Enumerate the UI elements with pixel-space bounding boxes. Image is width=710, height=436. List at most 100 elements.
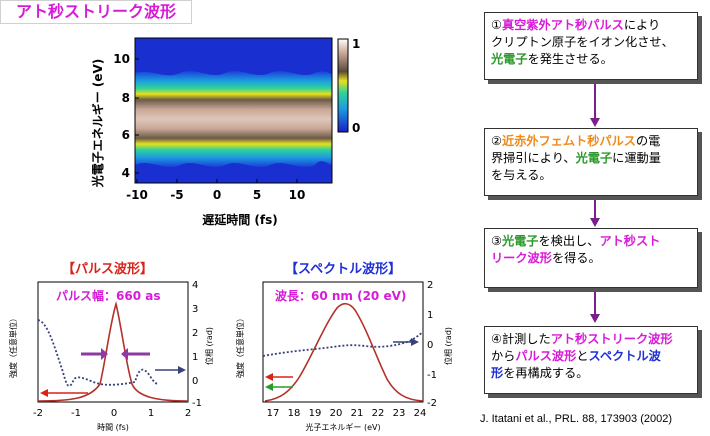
x-tick-label: 22 (372, 408, 385, 419)
y-right-tick: 1 (427, 310, 433, 321)
x-tick-label: 20 (330, 408, 343, 419)
x-tick-label: 23 (393, 408, 406, 419)
pulse-width-annotation: パルス幅：660 as (56, 288, 160, 303)
citation: J. Itatani et al., PRL. 88, 173903 (2002… (480, 413, 673, 425)
y-right-tick: 0 (427, 340, 433, 351)
y-right-tick: 1 (192, 352, 198, 363)
flow-arrow-2-head (590, 218, 600, 227)
pulse-intensity-curve (37, 300, 189, 402)
x-tick-label: 19 (309, 408, 322, 419)
x-tick-label: 21 (351, 408, 364, 419)
spectrum-waveform-chart: 波長：60 nm (20 eV) 17 18 19 20 21 22 23 24… (235, 280, 453, 432)
step-2-highlight: 近赤外フェムト秒パルス (501, 134, 636, 148)
pulse-plot-frame (37, 281, 189, 403)
x-tick-label: -2 (33, 408, 43, 419)
step-1-text: クリプトン原子をイオン化させ、 (491, 35, 674, 49)
colorbar-min-label: 0 (352, 121, 360, 135)
y-tick-label: 6 (122, 128, 130, 142)
step-1-highlight: 光電子 (491, 52, 528, 66)
spectrum-xlabel: 光子エネルギー (eV) (305, 422, 380, 432)
step-4-highlight: パルス波形 (515, 349, 577, 363)
step-4-text: から (491, 349, 516, 363)
step-1-highlight: 真空紫外アト秒パルス (501, 18, 624, 32)
step-2-number: ② (491, 134, 502, 148)
step-1-box: ①真空紫外アト秒パルスにより クリプトン原子をイオン化させ、 光電子を発生させる… (484, 12, 698, 80)
y-right-tick: 3 (192, 304, 198, 315)
step-4-text: と (576, 349, 589, 363)
colorbar (337, 38, 349, 133)
x-tick-label: 10 (289, 188, 306, 202)
streak-spectrogram: 10 8 6 4 -10 -5 0 5 10 遅延時間 (fs) 光電子エネルギ… (90, 37, 360, 227)
measured-arrowhead (265, 383, 273, 391)
x-tick-label: -10 (126, 188, 148, 202)
x-tick-label: 24 (414, 408, 427, 419)
step-3-number: ③ (491, 234, 502, 248)
pulse-panel-title: 【パルス波形】 (62, 262, 154, 277)
step-3-text: を得る。 (551, 251, 601, 265)
spectrum-panel-title: 【スペクトル波形】 (285, 262, 402, 277)
spectrogram-ylabel: 光電子エネルギー (eV) (90, 59, 105, 189)
y-tick-label: 4 (122, 166, 130, 180)
pulse-xlabel: 時間 (fs) (97, 423, 129, 432)
pulse-ylabel-left: 強度（任意単位） (8, 314, 18, 378)
step-4-highlight: アト秒ストリーク波形 (550, 332, 673, 346)
step-1-number: ① (491, 18, 502, 32)
phase-arrowhead (411, 338, 419, 346)
streak-band (135, 70, 332, 168)
x-tick-label: 0 (111, 408, 117, 419)
pulse-waveform-chart: パルス幅：660 as -2 -1 0 1 2 時間 (fs) 4 3 2 1 … (8, 280, 214, 432)
step-2-text: に運動量 (612, 151, 661, 165)
step-1-text: を発生させる。 (527, 52, 613, 66)
streak-title: アト秒ストリーク波形 (0, 0, 192, 24)
y-right-tick: -1 (192, 398, 202, 409)
spectrum-ylabel-left: 強度（任意単位） (235, 314, 245, 378)
step-4-highlight: 形 (491, 366, 504, 380)
x-tick-label: 0 (213, 188, 221, 202)
step-2-box: ②近赤外フェムト秒パルスの電 界掃引により、光電子に運動量 を与える。 (484, 128, 698, 196)
y-right-tick: -2 (427, 398, 437, 409)
x-tick-label: -5 (170, 188, 183, 202)
step-1-text: により (623, 18, 661, 32)
step-3-highlight: 光電子 (501, 234, 539, 248)
spectrum-intensity-curve (264, 302, 424, 402)
x-tick-label: 5 (253, 188, 261, 202)
step-3-highlight: リーク波形 (491, 251, 552, 265)
colorbar-max-label: 1 (352, 37, 360, 51)
spectrogram-frame (134, 37, 333, 184)
spectrum-ylabel-right: 位相 (rad) (443, 327, 453, 365)
fwhm-arrowhead-right (121, 348, 128, 360)
step-3-box: ③光電子を検出し、アト秒スト リーク波形を得る。 (484, 228, 698, 288)
y-right-tick: 2 (192, 328, 198, 339)
spectrogram-xlabel: 遅延時間 (fs) (202, 212, 278, 227)
flow-arrow-3-head (590, 314, 600, 323)
flow-arrows (590, 84, 600, 323)
step-3-highlight: アト秒スト (599, 234, 661, 248)
y-tick-label: 10 (113, 52, 130, 66)
step-4-text: を再構成する。 (503, 366, 589, 380)
x-tick-label: 2 (185, 408, 191, 419)
wavelength-annotation: 波長：60 nm (20 eV) (275, 288, 406, 303)
phase-arrowhead (178, 366, 186, 374)
step-4-text: 計測した (501, 332, 551, 346)
y-right-tick: 0 (192, 376, 198, 387)
x-tick-label: 17 (267, 408, 280, 419)
y-right-tick: 2 (427, 280, 433, 291)
x-tick-label: -1 (71, 408, 81, 419)
step-4-highlight: スペクトル波 (588, 349, 661, 363)
step-2-highlight: 光電子 (575, 151, 613, 165)
step-2-text: の電 (636, 134, 661, 148)
step-2-text: 界掃引により、 (491, 151, 576, 165)
intensity-arrowhead (40, 389, 48, 397)
step-2-text: を与える。 (491, 168, 552, 182)
y-tick-label: 8 (122, 91, 130, 105)
step-3-text: を検出し、 (538, 234, 600, 248)
step-4-box: ④計測したアト秒ストリーク波形 からパルス波形とスペクトル波 形を再構成する。 (484, 326, 698, 394)
fwhm-arrowhead-left (101, 348, 108, 360)
intensity-arrowhead (265, 373, 273, 381)
x-tick-label: 18 (288, 408, 301, 419)
x-tick-label: 1 (148, 408, 154, 419)
spectrum-phase-curve (262, 331, 424, 357)
y-right-tick: -1 (427, 370, 437, 381)
pulse-ylabel-right: 位相 (rad) (204, 327, 214, 365)
y-right-tick: 4 (192, 280, 198, 291)
